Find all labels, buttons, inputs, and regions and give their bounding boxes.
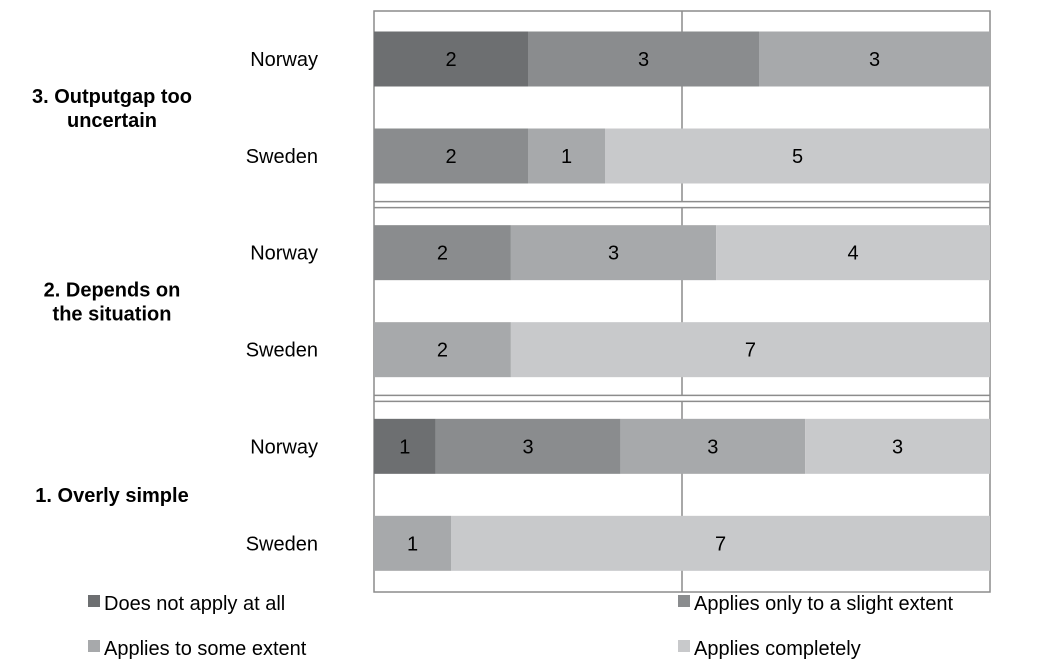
bar-segment	[716, 225, 990, 281]
country-label: Norway	[250, 49, 318, 71]
data-label: 2	[437, 340, 448, 362]
data-label: 5	[792, 146, 803, 168]
category-label: 1. Overly simple	[35, 485, 188, 507]
legend-item: Does not apply at all	[88, 593, 285, 615]
country-label: Sweden	[246, 146, 318, 168]
bar-segment	[374, 128, 528, 184]
legend-swatch	[678, 595, 690, 607]
data-label: 2	[445, 49, 456, 71]
legend-swatch	[678, 640, 690, 652]
data-label: 3	[869, 49, 880, 71]
bar-segment	[435, 418, 621, 474]
bar-segment	[510, 322, 990, 378]
legend-label: Does not apply at all	[104, 593, 285, 615]
data-label: 1	[561, 146, 572, 168]
category-label: 2. Depends on the situation	[44, 280, 181, 326]
data-label: 3	[892, 436, 903, 458]
bar-segment	[374, 31, 528, 87]
country-label: Sweden	[246, 533, 318, 555]
bar-segment	[451, 515, 990, 571]
data-label: 3	[522, 436, 533, 458]
bar-segment	[510, 225, 717, 281]
country-label: Norway	[250, 436, 318, 458]
data-label: 1	[407, 533, 418, 555]
data-label: 7	[715, 533, 726, 555]
plot-frame	[373, 10, 991, 593]
legend-label: Applies to some extent	[104, 638, 307, 660]
country-label: Norway	[250, 243, 318, 265]
legend-item: Applies only to a slight extent	[678, 593, 953, 615]
bar-segment	[605, 128, 990, 184]
data-label: 7	[745, 340, 756, 362]
bar-segment	[374, 225, 511, 281]
data-label: 2	[445, 146, 456, 168]
country-label: Sweden	[246, 340, 318, 362]
bar-segment	[759, 31, 990, 87]
bar-segment	[528, 128, 605, 184]
data-label: 3	[638, 49, 649, 71]
legend-swatch	[88, 640, 100, 652]
category-label: 3. Outputgap too uncertain	[32, 86, 192, 132]
bar-segment	[374, 322, 511, 378]
legend: Does not apply at all Applies only to a s…	[88, 593, 953, 660]
legend-label: Applies only to a slight extent	[694, 593, 953, 615]
data-label: 3	[608, 243, 619, 265]
category-labels: Norway Sweden 3. Outputgap too uncertain Nor…	[32, 49, 318, 555]
data-label: 1	[399, 436, 410, 458]
legend-label: Applies completely	[694, 638, 861, 660]
bars-layer: 2 3 3 2 1 5 2 3 4 2 7 1 3 3 3 1 7	[374, 31, 990, 571]
data-label: 3	[707, 436, 718, 458]
legend-item: Applies to some extent	[88, 638, 307, 660]
bar-segment	[805, 418, 990, 474]
bar-segment	[620, 418, 806, 474]
data-label: 2	[437, 243, 448, 265]
bar-segment	[528, 31, 759, 87]
data-label: 4	[848, 243, 859, 265]
legend-swatch	[88, 595, 100, 607]
bar-segment	[374, 515, 451, 571]
legend-item: Applies completely	[678, 638, 861, 660]
bar-segment	[374, 418, 436, 474]
